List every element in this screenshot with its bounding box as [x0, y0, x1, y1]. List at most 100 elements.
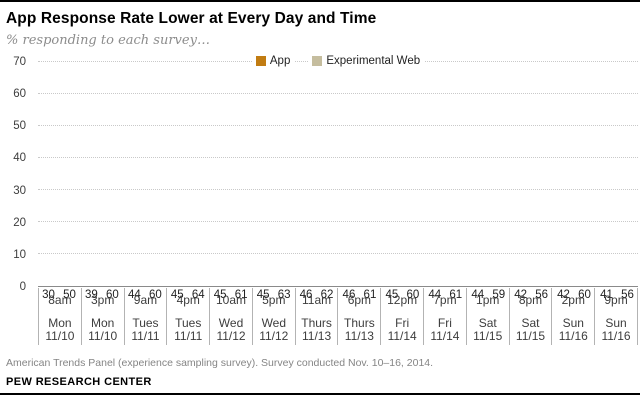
x-day-label: Tues	[175, 316, 202, 330]
gridline-10	[38, 253, 638, 254]
bar-value-label: 64	[191, 289, 205, 301]
x-category-8am-Mon: 8am Mon 11/10	[38, 288, 81, 345]
source-label: PEW RESEARCH CENTER	[6, 376, 152, 388]
x-time-label: 3pm	[91, 293, 115, 307]
x-category-4pm-Tues: 4pm Tues 11/11	[166, 288, 209, 345]
legend-label-app: App	[269, 55, 291, 67]
chart-subtitle: % responding to each survey…	[6, 33, 210, 48]
x-time-label: 12pm	[387, 293, 418, 307]
bar-value-label: 44	[127, 289, 141, 301]
bar-value-label: 61	[234, 289, 248, 301]
bar-value-label: 60	[406, 289, 420, 301]
x-category-9am-Tues: 9am Tues 11/11	[123, 288, 167, 345]
x-time-label: 4pm	[176, 293, 200, 307]
y-tick-label-0: 0	[19, 281, 26, 293]
y-tick-label-30: 30	[13, 184, 26, 197]
x-date-label: 11/15	[473, 329, 503, 343]
bar-value-label: 59	[492, 289, 506, 301]
x-day-label: Thurs	[301, 316, 332, 330]
bar-value-label: 45	[385, 289, 399, 301]
bottom-rule	[0, 393, 640, 395]
bar-groups: 30 50 39 60 44 60 45 64 45 61 45 63 46 62 46 61 45 60 44 61…	[38, 62, 638, 301]
x-date-label: 11/13	[302, 329, 332, 343]
y-tick-label-60: 60	[13, 88, 26, 101]
x-date-label: 11/10	[88, 329, 118, 343]
x-day-label: Sat	[478, 316, 497, 330]
x-category-10am-Wed: 10am Wed 11/12	[209, 288, 252, 345]
x-day-label: Tues	[132, 316, 159, 330]
x-time-label: 2pm	[561, 293, 585, 307]
bar-value-label: 60	[106, 289, 119, 301]
x-time-label: 6pm	[347, 293, 372, 307]
top-rule	[0, 0, 640, 2]
x-date-label: 11/14	[430, 329, 460, 343]
x-category-2pm-Sun: 2pm Sun 11/16	[551, 288, 594, 345]
x-time-label: 5pm	[262, 293, 286, 307]
x-day-label: Fri	[437, 316, 452, 330]
y-tick-label-10: 10	[13, 248, 26, 261]
gridline-30	[38, 189, 638, 190]
x-date-label: 11/10	[45, 329, 75, 343]
x-day-label: Wed	[261, 316, 287, 330]
x-day-label: Mon	[48, 316, 72, 330]
x-date-label: 11/12	[259, 329, 289, 343]
x-day-label: Sun	[605, 316, 627, 330]
x-time-label: 11am	[302, 293, 332, 307]
x-date-label: 11/11	[131, 329, 160, 343]
x-time-label: 8am	[48, 293, 72, 307]
footnote: American Trends Panel (experience sampli…	[6, 357, 434, 369]
bar-value-label: 56	[621, 289, 634, 301]
bar-value-label: 42	[557, 289, 570, 301]
x-date-label: 11/15	[515, 329, 546, 343]
x-category-7pm-Fri: 7pm Fri 11/14	[423, 288, 466, 345]
x-day-label: Sun	[562, 316, 584, 330]
x-date-label: 11/14	[387, 329, 417, 343]
legend-item-app: App	[251, 55, 295, 67]
gridline-20	[38, 221, 638, 222]
x-category-11am-Thurs: 11am Thurs 11/13	[294, 288, 338, 345]
legend-swatch-web	[312, 56, 323, 66]
x-day-label: Sat	[521, 316, 540, 330]
x-time-label: 9am	[133, 293, 158, 307]
bar-value-label: 61	[449, 289, 463, 301]
x-date-label: 11/16	[558, 329, 588, 343]
gridline-50	[38, 125, 638, 126]
x-time-label: 7pm	[433, 293, 457, 307]
bar-value-label: 63	[277, 289, 291, 301]
bar-value-label: 46	[299, 289, 313, 301]
gridline-60	[38, 93, 638, 94]
legend-item-web: Experimental Web	[308, 55, 425, 67]
bar-value-label: 30	[42, 289, 55, 301]
x-date-label: 11/11	[174, 329, 203, 343]
y-tick-label-20: 20	[13, 216, 26, 229]
x-time-label: 9pm	[604, 293, 628, 307]
x-time-label: 8pm	[518, 293, 543, 307]
bar-value-label: 50	[63, 289, 76, 301]
bar-value-label: 39	[85, 289, 98, 301]
x-category-6pm-Thurs: 6pm Thurs 11/13	[337, 288, 380, 345]
chart-title: App Response Rate Lower at Every Day and…	[6, 10, 377, 27]
x-day-label: Fri	[395, 316, 410, 330]
x-date-label: 11/16	[601, 329, 631, 343]
bar-value-label: 45	[170, 289, 184, 301]
bar-value-label: 45	[256, 289, 270, 301]
x-category-5pm-Wed: 5pm Wed 11/12	[251, 288, 295, 345]
x-category-8pm-Sat: 8pm Sat 11/15	[508, 288, 552, 345]
bar-value-label: 45	[213, 289, 227, 301]
x-time-label: 10am	[216, 293, 247, 307]
x-date-label: 11/12	[216, 329, 246, 343]
x-category-9pm-Sun: 9pm Sun 11/16	[594, 288, 638, 345]
bar-value-label: 56	[535, 289, 549, 301]
bar-value-label: 41	[600, 289, 613, 301]
x-day-label: Thurs	[344, 316, 375, 330]
bar-value-label: 60	[148, 289, 162, 301]
x-time-label: 1pm	[476, 293, 500, 307]
x-date-label: 11/13	[344, 329, 374, 343]
x-category-1pm-Sat: 1pm Sat 11/15	[465, 288, 509, 345]
x-day-label: Wed	[218, 316, 244, 330]
legend-label-web: Experimental Web	[326, 55, 421, 67]
gridline-40	[38, 157, 638, 158]
bar-value-label: 44	[428, 289, 442, 301]
y-axis: 0 10 20 30 40 50 60 70	[0, 56, 30, 293]
